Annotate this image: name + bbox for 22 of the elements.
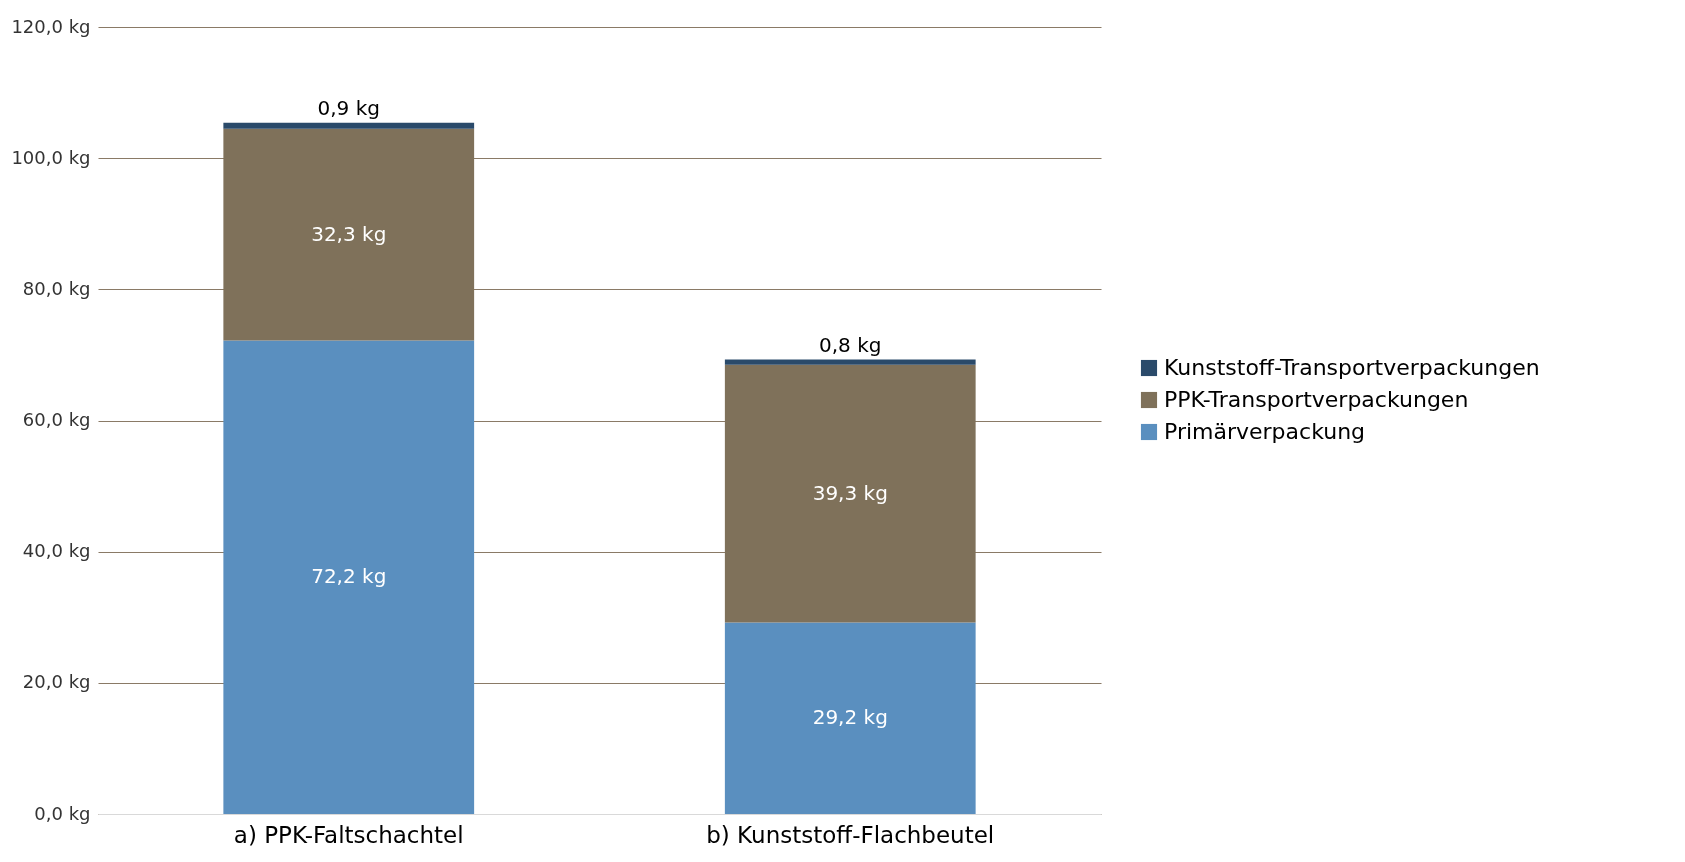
data-label: 32,3 kg [311,221,387,246]
bar [223,340,475,814]
bar [223,122,475,129]
data-label: 0,8 kg [819,332,882,357]
y-tick-label: 80,0 kg [22,277,91,299]
x-tick-label: a) PPK-Faltschachtel [233,821,464,848]
x-tick-label: b) Kunststoff-Flachbeutel [706,821,995,848]
legend-label: Primärverpackung [1164,419,1366,444]
y-tick-label: 120,0 kg [11,15,91,37]
y-tick-label: 100,0 kg [11,146,91,168]
data-label: 39,3 kg [812,480,888,505]
y-tick-label: 40,0 kg [22,540,91,562]
data-label: 29,2 kg [812,705,888,730]
bar [724,622,976,814]
legend-label: PPK-Transportverpackungen [1164,387,1469,412]
legend-label: Kunststoff-Transportverpackungen [1164,355,1540,380]
data-label: 0,9 kg [317,95,380,120]
data-label: 72,2 kg [311,564,387,589]
bar [724,359,976,365]
y-tick-label: 20,0 kg [22,671,91,693]
y-tick-label: 0,0 kg [34,802,91,824]
y-tick-label: 60,0 kg [22,409,91,430]
